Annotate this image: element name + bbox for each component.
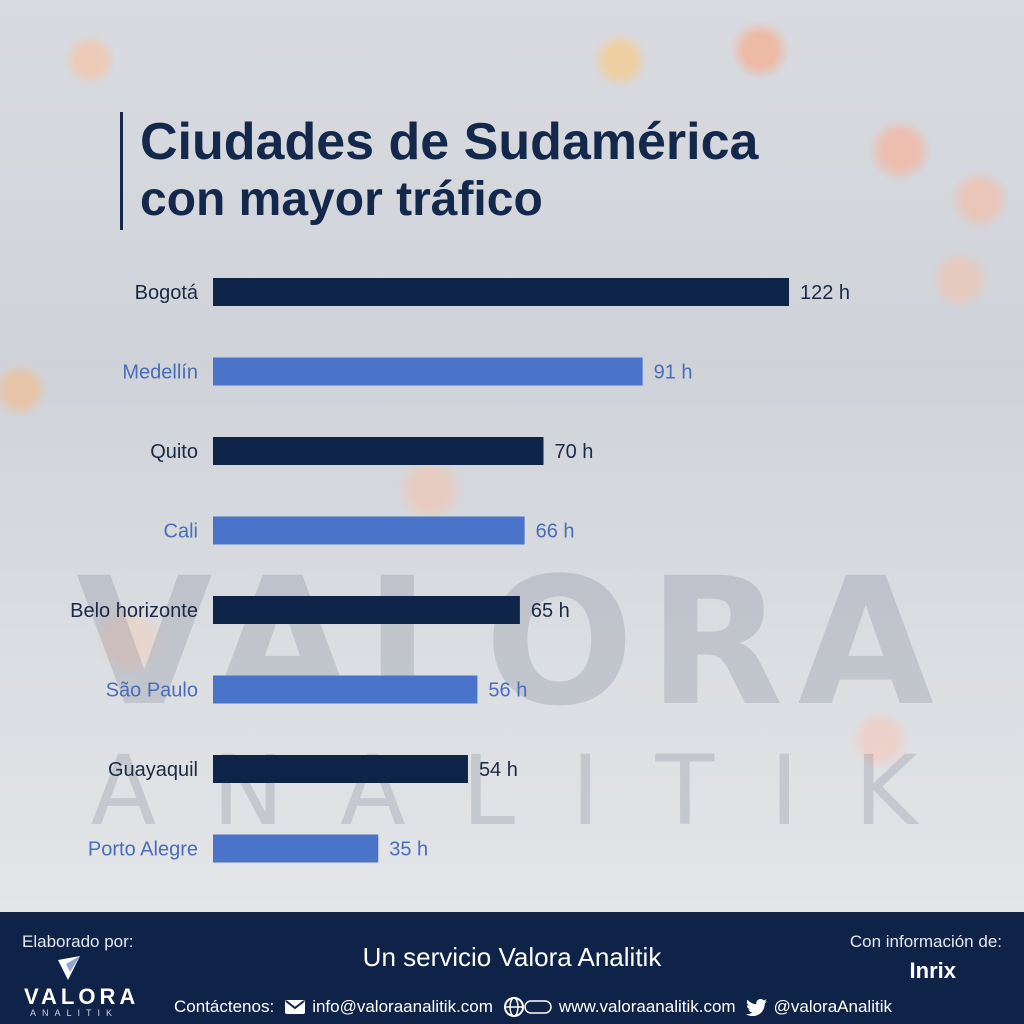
footer: Elaborado por: VALORA ANALITIK Un servic… (0, 912, 1024, 1024)
value-label: 91 h (654, 362, 693, 384)
footer-logo-sub: ANALITIK (30, 1008, 119, 1018)
category-label: Medellín (122, 362, 198, 384)
category-label: Quito (150, 441, 198, 463)
bar (213, 357, 643, 386)
bar (213, 516, 525, 545)
contact-email[interactable]: info@valoraanalitik.com (312, 997, 493, 1016)
globe-icon (503, 997, 552, 1017)
value-label: 56 h (488, 680, 527, 702)
category-label: Cali (164, 521, 198, 543)
mail-icon (285, 1000, 306, 1014)
value-label: 65 h (531, 600, 570, 622)
valora-logo-icon (58, 956, 80, 980)
bar (213, 755, 468, 783)
category-label: Bogotá (135, 282, 199, 304)
contact-label: Contáctenos: (174, 997, 275, 1016)
bar (213, 834, 379, 863)
value-label: 54 h (479, 759, 518, 781)
value-label: 35 h (389, 839, 428, 861)
bar-chart: Bogotá 122 h Medellín 91 h Quito 70 h Cali 66 h… (70, 278, 850, 863)
category-label: Belo horizonte (70, 600, 198, 622)
category-label: Guayaquil (108, 759, 198, 781)
contact-row: Contáctenos: info@valoraanalitik.com www… (174, 996, 892, 1018)
value-label: 66 h (536, 521, 575, 543)
watermark-sub: ANALITIK (90, 735, 974, 847)
made-by-label: Elaborado por: (22, 932, 134, 951)
value-label: 70 h (554, 441, 593, 463)
bar (213, 675, 478, 704)
bar (213, 437, 544, 465)
bar (213, 278, 789, 306)
contact-website[interactable]: www.valoraanalitik.com (558, 997, 736, 1016)
watermark-brand: VALORA (76, 540, 948, 745)
category-label: São Paulo (106, 680, 198, 702)
info-source-label: Con información de: (849, 932, 1002, 951)
chart-subtitle: con mayor tráfico (140, 173, 543, 226)
footer-logo-text: VALORA (24, 984, 140, 1009)
info-source-name: Inrix (909, 958, 956, 983)
chart-title: Ciudades de Sudamérica (140, 113, 759, 171)
service-text: Un servicio Valora Analitik (362, 942, 662, 972)
twitter-icon (745, 999, 767, 1016)
value-label: 122 h (800, 282, 850, 304)
category-label: Porto Alegre (88, 839, 198, 861)
contact-twitter[interactable]: @valoraAnalitik (773, 997, 892, 1016)
title-accent-bar (120, 112, 123, 230)
bar (213, 596, 520, 624)
